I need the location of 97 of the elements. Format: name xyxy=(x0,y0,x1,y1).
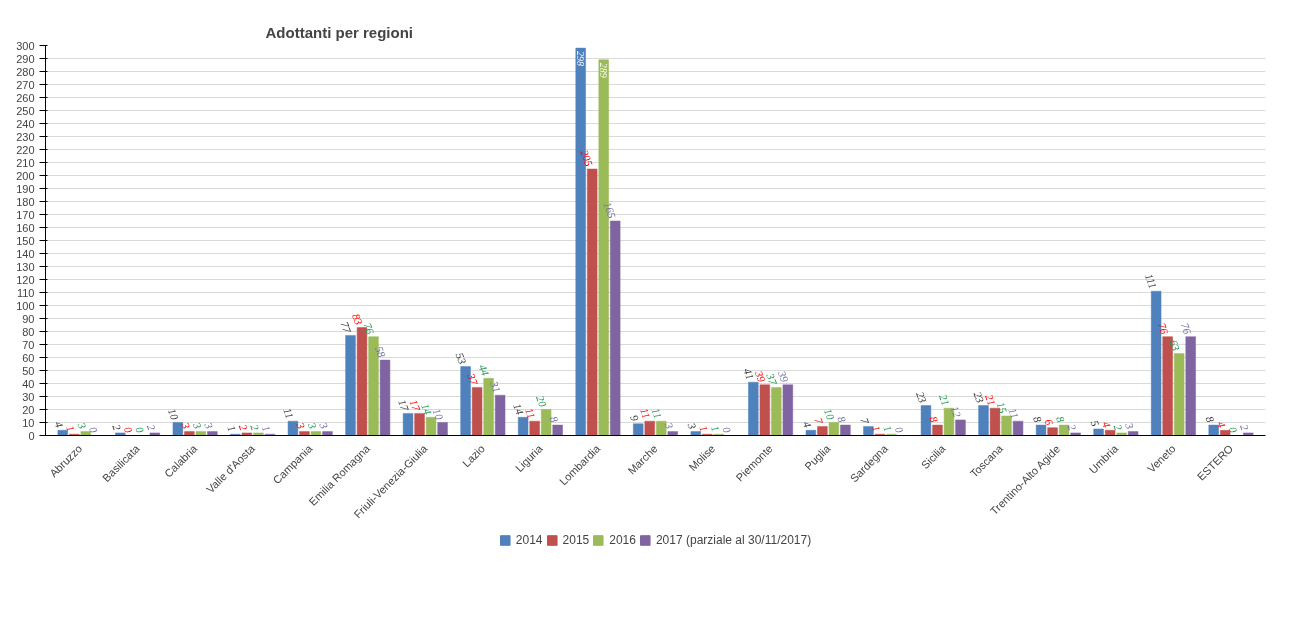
y-tick-label: 300 xyxy=(16,39,35,52)
y-tick-label: 240 xyxy=(16,117,35,130)
data-label: 4 xyxy=(1215,419,1229,430)
data-label: 4 xyxy=(800,419,815,430)
data-label: 11 xyxy=(523,406,538,421)
data-label: 1 xyxy=(708,423,722,434)
data-label: 2 xyxy=(1065,422,1079,433)
data-label: 8 xyxy=(1054,414,1068,425)
y-tick-label: 210 xyxy=(16,156,35,169)
data-label: 7 xyxy=(858,416,872,426)
data-label: 53 xyxy=(453,351,469,366)
data-label: 2 xyxy=(1238,422,1252,433)
data-label: 0 xyxy=(1226,425,1241,435)
data-label: 3 xyxy=(202,420,216,431)
data-label: 0 xyxy=(720,425,734,435)
legend-label: 2017 (parziale al 30/11/2017) xyxy=(655,533,812,547)
data-label: 63 xyxy=(1167,338,1183,353)
data-label: 3 xyxy=(305,420,320,431)
y-tick-label: 110 xyxy=(16,286,35,299)
data-label: 31 xyxy=(487,378,504,395)
y-tick-label: 250 xyxy=(16,104,35,117)
data-label: 76 xyxy=(1178,321,1194,337)
y-tick-label: 30 xyxy=(22,390,35,403)
data-label: 14 xyxy=(419,401,435,417)
legend-label: 2016 xyxy=(609,533,636,547)
y-tick-label: 50 xyxy=(22,364,35,377)
y-tick-label: 120 xyxy=(16,273,35,286)
data-label: 20 xyxy=(534,393,550,409)
y-tick-label: 20 xyxy=(22,403,35,416)
data-label: 7 xyxy=(812,416,826,426)
legend-label: 2014 xyxy=(515,533,543,547)
y-tick-label: 260 xyxy=(16,91,35,104)
y-tick-label: 200 xyxy=(16,169,35,182)
data-label: 2 xyxy=(144,422,159,433)
y-tick-label: 0 xyxy=(28,429,35,442)
data-label: 4 xyxy=(1100,419,1114,430)
data-label: 0 xyxy=(87,425,101,435)
data-label: 4 xyxy=(52,419,67,430)
y-tick-label: 290 xyxy=(16,52,35,65)
data-label: 111 xyxy=(1142,272,1160,291)
data-label: 11 xyxy=(281,406,297,421)
data-label: 2 xyxy=(1111,422,1125,433)
data-label: 165 xyxy=(601,200,619,221)
y-tick-label: 170 xyxy=(16,208,35,221)
data-label: 8 xyxy=(835,414,849,425)
y-tick-label: 130 xyxy=(16,260,35,273)
y-tick-label: 70 xyxy=(22,338,35,351)
data-label: 0 xyxy=(892,425,907,435)
data-label: 3 xyxy=(75,420,90,431)
data-label: 3 xyxy=(1122,420,1137,431)
data-label: 3 xyxy=(317,420,331,431)
data-label: 1 xyxy=(225,423,239,434)
data-label: 3 xyxy=(190,420,205,431)
y-tick-label: 40 xyxy=(22,377,35,390)
data-label: 205 xyxy=(578,148,596,169)
data-label: 2 xyxy=(248,422,262,433)
data-label: 3 xyxy=(294,420,308,431)
data-label: 0 xyxy=(133,425,147,435)
chart-title: Adottanti per regioni xyxy=(265,23,413,41)
data-label: 8 xyxy=(1203,414,1217,425)
y-tick-label: 140 xyxy=(16,247,35,260)
data-label: 3 xyxy=(662,420,677,431)
y-tick-label: 160 xyxy=(16,221,35,234)
data-label: 289 xyxy=(598,62,610,78)
data-label: 2 xyxy=(110,422,124,433)
data-label: 1 xyxy=(869,423,884,434)
y-tick-label: 100 xyxy=(16,299,35,312)
data-label: 1 xyxy=(64,423,78,434)
legend-label: 2015 xyxy=(562,533,590,547)
y-tick-label: 80 xyxy=(22,325,35,338)
data-label: 23 xyxy=(914,390,930,405)
y-tick-label: 230 xyxy=(16,130,35,143)
data-label: 298 xyxy=(575,51,587,67)
data-label: 1 xyxy=(259,423,274,434)
data-label: 1 xyxy=(881,423,895,434)
data-label: 3 xyxy=(685,420,700,431)
data-label: 1 xyxy=(697,423,711,434)
data-label: 3 xyxy=(178,420,193,431)
data-label: 2 xyxy=(236,422,251,433)
y-tick-label: 180 xyxy=(16,195,35,208)
data-label: 8 xyxy=(1031,414,1045,425)
y-tick-label: 60 xyxy=(22,351,35,364)
data-label: 8 xyxy=(547,414,561,425)
data-label: 0 xyxy=(121,425,136,435)
y-tick-label: 150 xyxy=(16,234,35,247)
y-tick-label: 270 xyxy=(16,78,35,91)
y-tick-label: 10 xyxy=(22,416,35,429)
y-tick-label: 280 xyxy=(16,65,35,78)
y-tick-label: 90 xyxy=(22,312,35,325)
data-label: 76 xyxy=(1155,321,1171,337)
data-label: 8 xyxy=(927,414,941,425)
data-label: 10 xyxy=(165,406,182,422)
y-tick-label: 220 xyxy=(16,143,35,156)
data-label: 5 xyxy=(1088,418,1102,429)
y-tick-label: 190 xyxy=(16,182,35,195)
data-label: 58 xyxy=(373,344,389,360)
data-label: 6 xyxy=(1042,417,1056,428)
